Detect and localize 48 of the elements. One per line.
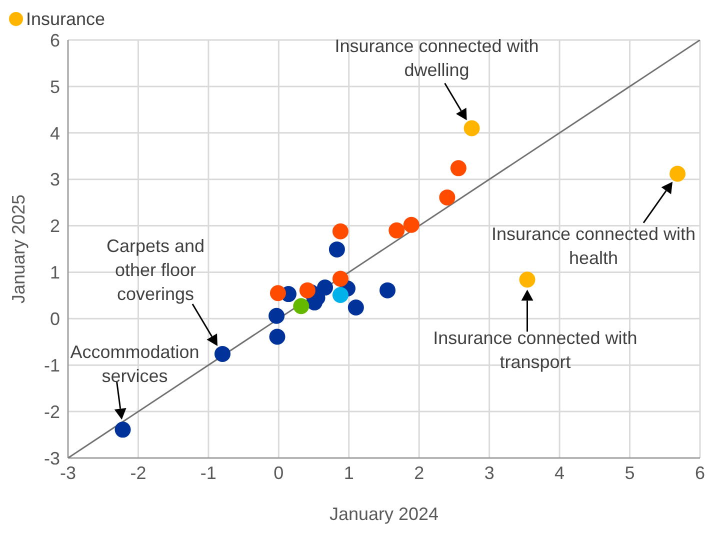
point [450, 160, 466, 176]
x-tick-label: 0 [274, 462, 284, 483]
x-tick-label: 1 [344, 462, 354, 483]
point [332, 286, 348, 303]
y-tick-label: 5 [50, 76, 60, 97]
point [519, 272, 536, 288]
y-tick-label: -3 [44, 448, 60, 468]
x-tick-label: 4 [554, 462, 565, 483]
x-tick-label: 2 [414, 462, 424, 483]
annotation: Accommodation services [69, 340, 200, 388]
point [268, 308, 285, 324]
x-tick-label: 5 [624, 462, 635, 483]
x-tick-label: -2 [130, 462, 146, 483]
x-axis-title: January 2024 [329, 504, 439, 524]
point [114, 422, 131, 438]
annotation: Insurance connected with dwelling [334, 35, 540, 82]
point [293, 298, 310, 314]
y-tick-label: -1 [44, 356, 60, 376]
y-tick-label: 4 [50, 123, 60, 144]
x-tick-label: 6 [694, 462, 706, 483]
point [299, 282, 316, 298]
point [214, 346, 230, 362]
point [439, 189, 456, 206]
annotation: Carpets and other floor coverings [105, 234, 206, 306]
point [328, 241, 345, 258]
y-axis-title: January 2025 [8, 194, 28, 304]
point [270, 285, 286, 302]
x-tick-label: -1 [200, 462, 216, 483]
point [269, 328, 286, 345]
point [403, 216, 420, 233]
y-tick-label: 2 [50, 216, 60, 236]
x-tick-label: 3 [484, 462, 494, 483]
point [464, 120, 480, 136]
annotation: Insurance connected with transport [432, 326, 638, 374]
point [317, 280, 334, 296]
annotation: Insurance connected with health [490, 222, 697, 270]
point [670, 166, 686, 182]
point [388, 222, 405, 238]
point [348, 300, 364, 316]
y-tick-label: 0 [50, 309, 60, 330]
point [332, 270, 348, 287]
point [332, 223, 348, 240]
legend-label: Insurance [26, 8, 106, 30]
y-tick-label: 6 [50, 30, 60, 50]
y-tick-label: 3 [50, 170, 60, 190]
y-tick-label: 1 [50, 262, 60, 283]
y-tick-label: -2 [44, 402, 60, 422]
point [380, 282, 396, 298]
